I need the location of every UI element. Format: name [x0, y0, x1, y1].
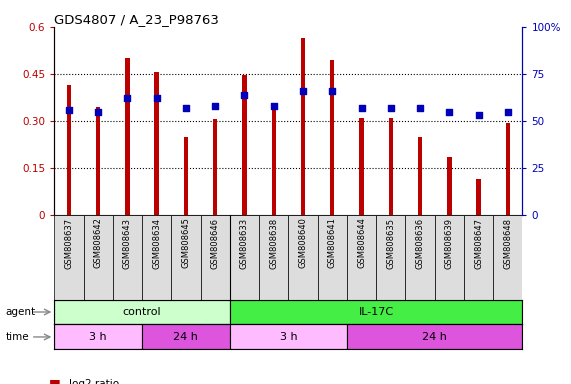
FancyBboxPatch shape	[288, 215, 317, 300]
Point	[152, 95, 161, 101]
Text: log2 ratio: log2 ratio	[69, 379, 119, 384]
Bar	[67, 85, 71, 215]
FancyBboxPatch shape	[230, 324, 347, 349]
Text: GSM808647: GSM808647	[474, 218, 483, 268]
Text: GSM808642: GSM808642	[94, 218, 103, 268]
Bar	[155, 72, 159, 215]
Point	[357, 105, 366, 111]
Text: ■: ■	[49, 377, 61, 384]
Bar	[476, 179, 481, 215]
Bar	[447, 157, 452, 215]
Text: control: control	[123, 307, 162, 317]
Text: GSM808638: GSM808638	[269, 218, 278, 269]
FancyBboxPatch shape	[347, 215, 376, 300]
FancyBboxPatch shape	[405, 215, 435, 300]
Text: GSM808636: GSM808636	[416, 218, 425, 269]
FancyBboxPatch shape	[83, 215, 113, 300]
Point	[474, 112, 483, 118]
FancyBboxPatch shape	[54, 324, 142, 349]
Bar	[330, 60, 335, 215]
Text: 24 h: 24 h	[174, 332, 198, 342]
Bar	[389, 118, 393, 215]
Text: agent: agent	[6, 307, 36, 317]
Text: GDS4807 / A_23_P98763: GDS4807 / A_23_P98763	[54, 13, 219, 26]
Bar	[96, 107, 100, 215]
FancyBboxPatch shape	[259, 215, 288, 300]
Text: GSM808648: GSM808648	[503, 218, 512, 268]
Point	[299, 88, 308, 94]
Text: GSM808637: GSM808637	[65, 218, 74, 269]
FancyBboxPatch shape	[230, 215, 259, 300]
Text: GSM808635: GSM808635	[386, 218, 395, 268]
Text: GSM808639: GSM808639	[445, 218, 454, 268]
Text: GSM808646: GSM808646	[211, 218, 220, 268]
Bar	[301, 38, 305, 215]
FancyBboxPatch shape	[347, 324, 522, 349]
Point	[211, 103, 220, 109]
Bar	[272, 107, 276, 215]
Point	[123, 95, 132, 101]
Bar	[213, 119, 218, 215]
Text: GSM808634: GSM808634	[152, 218, 161, 268]
FancyBboxPatch shape	[317, 215, 347, 300]
Bar	[242, 76, 247, 215]
FancyBboxPatch shape	[376, 215, 405, 300]
FancyBboxPatch shape	[493, 215, 522, 300]
Text: 3 h: 3 h	[280, 332, 297, 342]
FancyBboxPatch shape	[230, 300, 522, 324]
FancyBboxPatch shape	[435, 215, 464, 300]
Bar	[506, 122, 510, 215]
Point	[503, 109, 512, 115]
Bar	[184, 137, 188, 215]
FancyBboxPatch shape	[200, 215, 230, 300]
Point	[65, 107, 74, 113]
Text: GSM808644: GSM808644	[357, 218, 366, 268]
FancyBboxPatch shape	[54, 215, 83, 300]
Point	[416, 105, 425, 111]
FancyBboxPatch shape	[113, 215, 142, 300]
Text: 3 h: 3 h	[89, 332, 107, 342]
Point	[269, 103, 278, 109]
Point	[386, 105, 395, 111]
FancyBboxPatch shape	[171, 215, 200, 300]
FancyBboxPatch shape	[464, 215, 493, 300]
Text: IL-17C: IL-17C	[359, 307, 394, 317]
Point	[328, 88, 337, 94]
Bar	[418, 137, 422, 215]
Text: GSM808633: GSM808633	[240, 218, 249, 269]
Point	[445, 109, 454, 115]
Text: GSM808645: GSM808645	[182, 218, 191, 268]
Text: GSM808643: GSM808643	[123, 218, 132, 268]
Point	[94, 109, 103, 115]
Text: GSM808641: GSM808641	[328, 218, 337, 268]
FancyBboxPatch shape	[54, 300, 230, 324]
FancyBboxPatch shape	[142, 215, 171, 300]
Bar	[125, 58, 130, 215]
Text: time: time	[6, 332, 29, 342]
Point	[240, 91, 249, 98]
Text: GSM808640: GSM808640	[299, 218, 308, 268]
FancyBboxPatch shape	[142, 324, 230, 349]
Bar	[359, 118, 364, 215]
Point	[182, 105, 191, 111]
Text: 24 h: 24 h	[422, 332, 447, 342]
